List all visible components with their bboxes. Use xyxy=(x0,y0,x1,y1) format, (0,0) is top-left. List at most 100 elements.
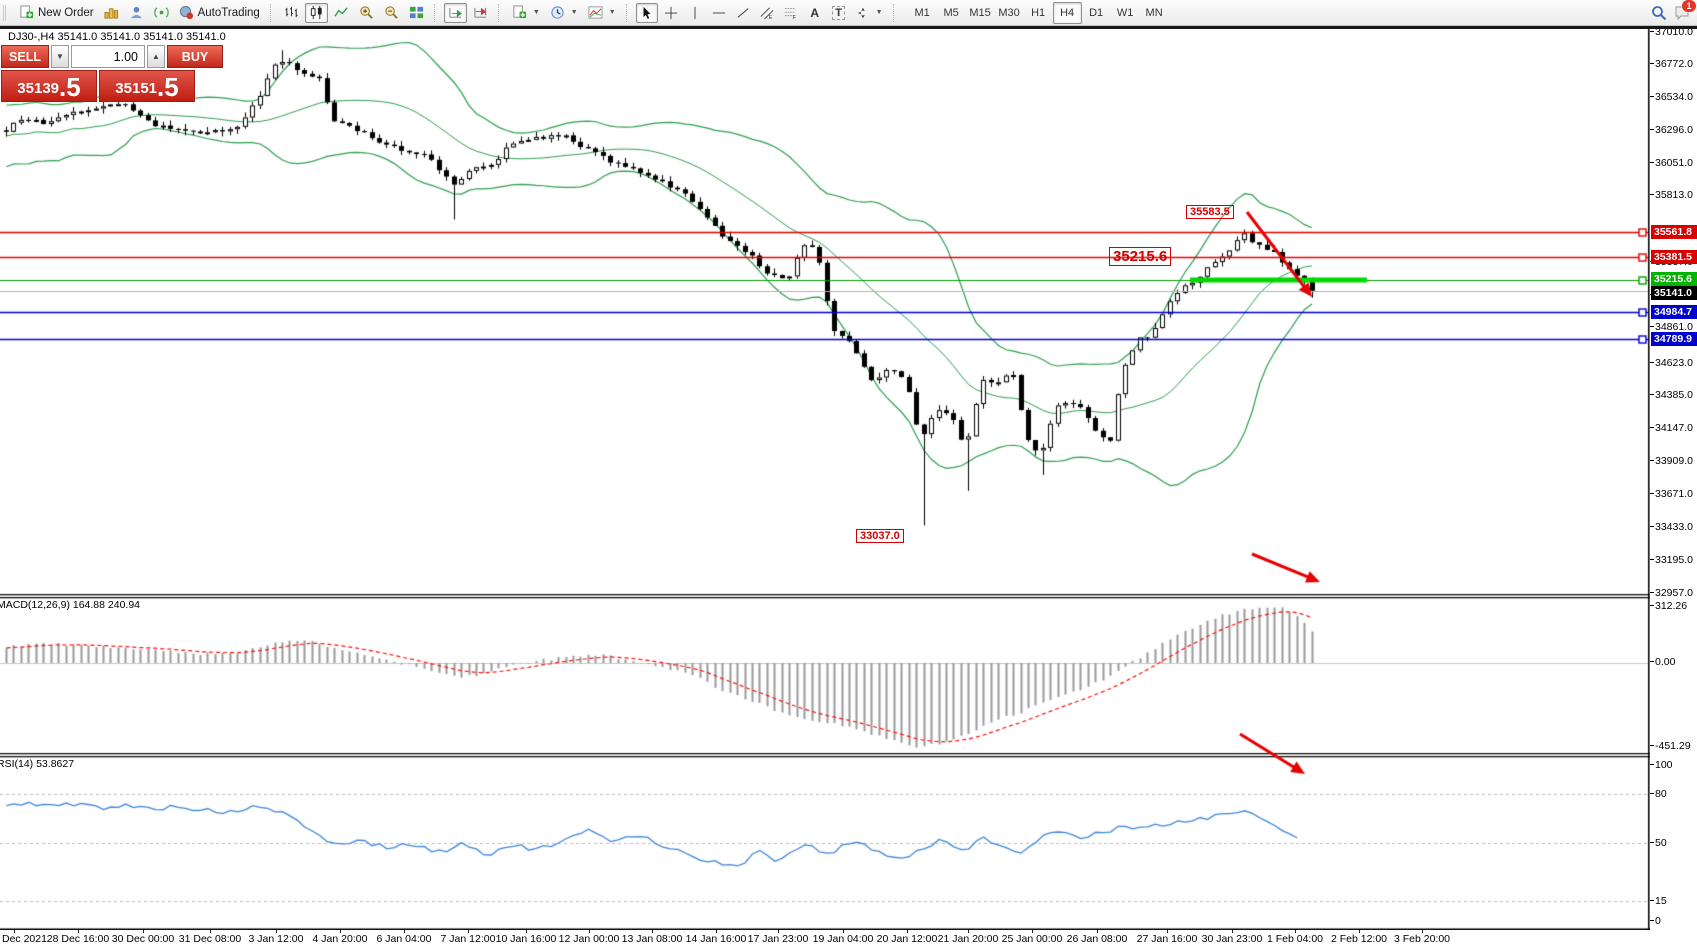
period-button[interactable]: ▼ xyxy=(546,3,582,23)
text-tool-button[interactable]: A xyxy=(804,3,826,23)
chart-shift-icon xyxy=(474,7,486,18)
toolbar-right: 1 xyxy=(1651,0,1696,22)
vertical-line-tool-button[interactable] xyxy=(684,3,706,23)
tile-windows-icon xyxy=(409,6,423,19)
text-label-tool-button[interactable]: T xyxy=(828,3,850,23)
chart-annotation-35215.6[interactable]: 35215.6 xyxy=(1109,247,1172,266)
date-label: 3 Feb 20:00 xyxy=(1393,933,1451,945)
buy-button[interactable]: BUY xyxy=(167,45,223,68)
price-tick-label: 37010.0 xyxy=(1650,26,1693,38)
date-label: 26 Jan 08:00 xyxy=(1066,933,1128,945)
timeframe-button-h1[interactable]: H1 xyxy=(1031,6,1046,19)
toolbar-separator xyxy=(497,3,503,22)
date-label: 30 Jan 23:00 xyxy=(1201,933,1263,945)
shapes-icon xyxy=(857,7,865,18)
price-tick-label: 33433.0 xyxy=(1650,521,1693,533)
sell-price-box[interactable]: 35139 .5 xyxy=(1,70,97,102)
price-tick-label: 36772.0 xyxy=(1650,58,1693,70)
date-label: 14 Jan 16:00 xyxy=(685,933,747,945)
trendline-tool-button[interactable] xyxy=(732,3,754,23)
new-order-icon xyxy=(20,5,34,19)
buy-price-main: 35151 xyxy=(115,80,158,97)
new-chart-button[interactable] xyxy=(100,3,123,23)
horizontal-line-tool-button[interactable] xyxy=(708,3,730,23)
buy-price-box[interactable]: 35151 .5 xyxy=(99,70,195,102)
zoom-out-button[interactable] xyxy=(380,3,403,23)
crosshair-tool-button[interactable] xyxy=(660,3,682,23)
timeframe-button-w1[interactable]: W1 xyxy=(1116,6,1134,19)
rsi-indicator-label: RSI(14) 53.8627 xyxy=(0,758,75,770)
macd-axis-label: 312.26 xyxy=(1649,600,1688,612)
macd-axis-label: -451.29 xyxy=(1650,740,1691,752)
shapes-tool-button[interactable]: ▼ xyxy=(852,3,887,23)
text-tool-icon: A xyxy=(810,5,819,20)
chevron-down-icon: ▼ xyxy=(532,9,540,16)
zoom-in-button[interactable] xyxy=(355,3,378,23)
signals-button[interactable] xyxy=(150,3,173,23)
indicators-icon xyxy=(588,6,603,19)
date-label: 17 Jan 23:00 xyxy=(747,933,809,945)
line-chart-mode-button[interactable] xyxy=(330,3,353,23)
date-label: 25 Jan 00:00 xyxy=(1001,933,1063,945)
timeframe-button-m1[interactable]: M1 xyxy=(914,6,930,19)
auto-scroll-button[interactable] xyxy=(443,2,467,23)
chart-annotation-35583.5[interactable]: 35583.5 xyxy=(1186,205,1234,219)
volume-increase-button[interactable]: ▲ xyxy=(147,45,165,68)
date-tick-mark xyxy=(1295,930,1296,933)
bar-chart-mode-button[interactable] xyxy=(280,3,303,23)
date-tick-mark xyxy=(1359,930,1360,933)
profile-icon xyxy=(130,6,142,19)
new-order-button[interactable]: New Order xyxy=(15,3,98,23)
candle-chart-mode-button[interactable] xyxy=(304,2,328,23)
price-tick-label: 33909.0 xyxy=(1650,455,1693,467)
date-label: 20 Jan 12:00 xyxy=(876,933,938,945)
date-label: 4 Jan 20:00 xyxy=(312,933,368,945)
tile-windows-button[interactable] xyxy=(405,3,428,23)
svg-text:F: F xyxy=(792,15,795,20)
timeframe-button-m30[interactable]: M30 xyxy=(998,6,1020,19)
price-tick-label: 32957.0 xyxy=(1650,587,1693,599)
timeframe-button-m5[interactable]: M5 xyxy=(943,6,959,19)
channel-tool-button[interactable]: E xyxy=(756,3,778,23)
sell-button[interactable]: SELL xyxy=(1,45,49,68)
price-tick-label: 36534.0 xyxy=(1650,91,1693,103)
chart-annotation-33037.0[interactable]: 33037.0 xyxy=(856,529,904,543)
notifications-button[interactable]: 1 xyxy=(1673,0,1696,22)
date-label: 6 Jan 04:00 xyxy=(376,933,432,945)
toolbar-separator xyxy=(892,3,898,22)
timeframe-button-m15[interactable]: M15 xyxy=(969,6,991,19)
volume-decrease-button[interactable]: ▼ xyxy=(51,45,69,68)
autotrading-button[interactable]: AutoTrading xyxy=(175,3,264,23)
indicators-button[interactable]: ▼ xyxy=(584,3,620,23)
price-tick-label: 33195.0 xyxy=(1650,554,1693,566)
date-tick-mark xyxy=(652,930,653,933)
volume-input[interactable] xyxy=(71,45,145,68)
fibonacci-tool-button[interactable]: F xyxy=(780,3,802,23)
price-tick-label: 34385.0 xyxy=(1650,389,1693,401)
search-icon[interactable] xyxy=(1651,5,1667,21)
timeframe-button-d1[interactable]: D1 xyxy=(1089,6,1104,19)
cursor-tool-button[interactable] xyxy=(635,2,658,23)
date-tick-mark xyxy=(210,930,211,933)
rsi-axis-label: 0 xyxy=(1650,915,1661,927)
date-label: 28 Dec 16:00 xyxy=(46,933,110,945)
new-template-button[interactable]: ▼ xyxy=(508,3,544,23)
chevron-down-icon: ▼ xyxy=(875,9,883,16)
date-tick-mark xyxy=(1032,930,1033,933)
toolbar-separator xyxy=(433,3,439,22)
zoom-in-icon xyxy=(360,6,373,19)
timeframe-button-h4[interactable]: H4 xyxy=(1052,1,1082,24)
date-tick-mark xyxy=(589,930,590,933)
channel-icon: E xyxy=(760,6,774,20)
horizontal-line-icon xyxy=(712,12,725,13)
date-tick-mark xyxy=(468,930,469,933)
chart-shift-button[interactable] xyxy=(469,3,492,23)
date-tick-mark xyxy=(907,930,908,933)
date-label: 27 Jan 16:00 xyxy=(1136,933,1198,945)
svg-text:E: E xyxy=(768,15,772,20)
timeframe-button-mn[interactable]: MN xyxy=(1145,6,1163,19)
chart-canvas[interactable] xyxy=(0,29,1650,930)
profiles-button[interactable] xyxy=(125,3,148,23)
candlestick-icon xyxy=(310,5,322,20)
chart-window-top-border xyxy=(0,26,1697,29)
